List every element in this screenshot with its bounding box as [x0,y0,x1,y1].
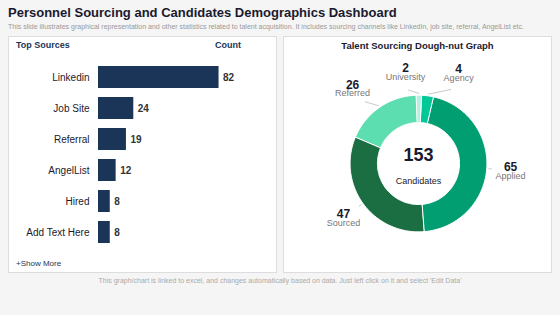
svg-text:8: 8 [114,195,120,206]
svg-text:19: 19 [130,133,142,144]
svg-text:Referred: Referred [335,87,370,97]
svg-text:Applied: Applied [495,170,525,180]
svg-text:Linkedin: Linkedin [52,71,89,82]
html-text:+Show More: +Show More [16,258,62,268]
svg-text:AngelList: AngelList [48,164,89,175]
svg-text:Candidates: Candidates [395,175,441,185]
svg-text:8: 8 [114,226,120,237]
html-text:This graph/chart is linked to: This graph/chart is linked to excel, and… [98,276,462,284]
svg-text:Agency: Agency [443,72,474,82]
svg-text:Sourced: Sourced [326,217,360,227]
html-text:Top Sources: Top Sources [16,39,70,50]
svg-text:University: University [385,71,425,81]
svg-text:Add Text Here: Add Text Here [26,226,90,237]
svg-text:153: 153 [403,144,433,164]
svg-text:2: 2 [401,60,409,75]
svg-text:82: 82 [223,71,235,82]
svg-text:24: 24 [138,102,150,113]
svg-text:Referral: Referral [54,133,90,144]
svg-text:65: 65 [503,159,517,174]
svg-text:12: 12 [120,164,132,175]
svg-text:4: 4 [454,61,462,76]
html-text:Talent Sourcing Dough-nut Grap: Talent Sourcing Dough-nut Graph [341,39,494,51]
html-text:Personnel Sourcing and Candida: Personnel Sourcing and Candidates Demogr… [8,5,397,20]
svg-text:26: 26 [345,77,359,91]
html-text:This slide illustrates graphic: This slide illustrates graphical represe… [8,23,524,30]
svg-text:47: 47 [336,206,350,221]
svg-text:Hired: Hired [66,195,90,206]
svg-text:Job Site: Job Site [53,102,90,113]
html-text:Count: Count [215,39,241,50]
